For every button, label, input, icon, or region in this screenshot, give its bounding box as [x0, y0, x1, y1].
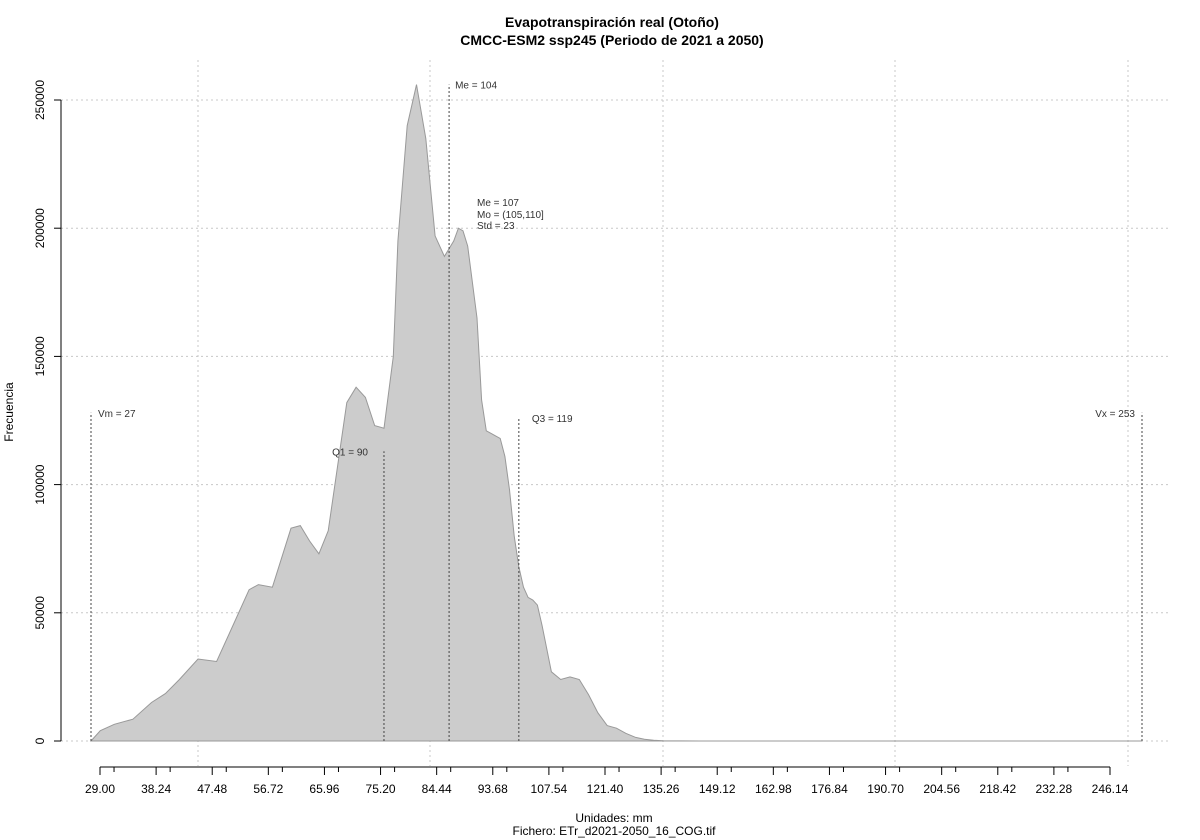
marker-label: Vm = 27	[98, 409, 136, 420]
x-tick-label: 107.54	[531, 782, 568, 796]
x-tick-label: 246.14	[1092, 782, 1129, 796]
x-tick-label: 121.40	[587, 782, 624, 796]
x-axis: 29.00 38.24 47.48 56.72 65.96 75.20 84.44 93.68…	[85, 766, 1129, 796]
x-tick-label: 56.72	[253, 782, 283, 796]
x-tick-label: 135.26	[643, 782, 680, 796]
chart-subtitle: CMCC-ESM2 ssp245 (Periodo de 2021 a 2050…	[460, 32, 763, 48]
x-tick-label: 176.84	[811, 782, 848, 796]
x-tick-label: 38.24	[141, 782, 171, 796]
x-tick-label: 47.48	[197, 782, 227, 796]
x-tick-label: 149.12	[699, 782, 736, 796]
x-axis-label: Unidades: mm	[575, 811, 652, 825]
marker-label: Q1 = 90	[332, 447, 368, 458]
marker-label: Q3 = 119	[532, 414, 573, 425]
x-tick-label: 93.68	[478, 782, 508, 796]
x-tick-label: 218.42	[979, 782, 1016, 796]
x-tick-label: 232.28	[1036, 782, 1073, 796]
marker-lines: Vm = 27 Q1 = 90 Me = 104 Q3 = 119 Vx = 253	[90, 81, 1143, 741]
y-tick-label: 250000	[33, 80, 47, 120]
x-tick-label: 190.70	[867, 782, 904, 796]
y-tick-label: 100000	[33, 464, 47, 504]
stat-mode: Mo = (105,110]	[477, 210, 544, 221]
y-tick-label: 200000	[33, 208, 47, 248]
stat-median: Me = 107	[477, 198, 519, 209]
marker-label: Me = 104	[455, 81, 497, 92]
marker-label: Vx = 253	[1095, 409, 1135, 420]
y-tick-label: 150000	[33, 336, 47, 376]
stat-std: Std = 23	[477, 221, 515, 232]
x-tick-label: 84.44	[422, 782, 452, 796]
y-axis: 0 50000 100000 150000 200000 250000	[33, 80, 62, 744]
x-tick-label: 162.98	[755, 782, 792, 796]
chart-title: Evapotranspiración real (Otoño)	[505, 14, 719, 30]
x-tick-label: 65.96	[309, 782, 339, 796]
y-axis-label: Frecuencia	[2, 382, 16, 442]
y-tick-label: 50000	[33, 596, 47, 630]
x-tick-label: 204.56	[923, 782, 960, 796]
y-tick-label: 0	[33, 737, 47, 744]
x-tick-label: 75.20	[366, 782, 396, 796]
density-area	[89, 84, 1142, 742]
x-tick-label: 29.00	[85, 782, 115, 796]
file-caption: Fichero: ETr_d2021-2050_16_COG.tif	[513, 824, 717, 838]
